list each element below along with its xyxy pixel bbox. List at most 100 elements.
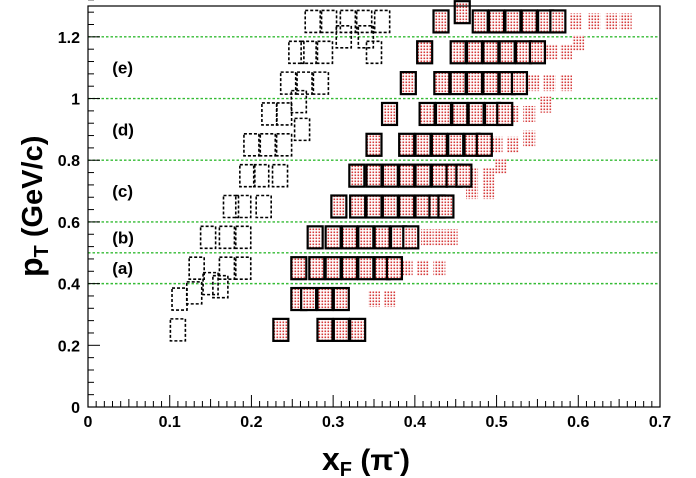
dashed-bin-mark	[275, 133, 293, 157]
region-label: (a)	[112, 259, 133, 278]
solid-bin-mark	[467, 101, 485, 127]
solid-bin-mark	[434, 101, 453, 127]
solid-bin-mark	[430, 132, 448, 157]
solid-bin-mark	[402, 225, 420, 250]
solid-bin-mark	[330, 194, 348, 219]
x-tick-label: 0.3	[322, 414, 344, 431]
solid-bin-mark	[290, 256, 308, 281]
y-tick-label: 0.8	[58, 153, 80, 170]
solid-bin-mark	[482, 40, 500, 65]
shaded-bin-mark	[527, 75, 540, 92]
region-label: (e)	[112, 59, 133, 78]
y-axis-title-tail: (GeV/c)	[17, 136, 49, 246]
solid-bin-mark	[453, 0, 471, 25]
x-tick-label: 0.4	[404, 414, 426, 431]
solid-bin-mark	[475, 132, 493, 157]
shaded-bin-mark	[368, 291, 380, 308]
x-tick-label: 0.6	[567, 414, 589, 431]
shaded-bin-mark	[560, 75, 573, 92]
dashed-bin-mark	[365, 40, 383, 65]
solid-bin-mark	[348, 163, 366, 188]
dashed-bin-mark	[357, 25, 375, 49]
shaded-bin-mark	[546, 44, 559, 61]
solid-bin-mark	[324, 225, 342, 250]
y-tick-label: 1.2	[58, 30, 80, 47]
data-marks	[169, 0, 632, 342]
dashed-bin-mark	[293, 117, 311, 142]
solid-bin-mark	[357, 225, 375, 250]
solid-bin-mark	[398, 132, 416, 157]
region-label: (d)	[112, 120, 134, 139]
dashed-bin-mark	[234, 194, 252, 219]
dashed-bin-mark	[312, 71, 330, 95]
dashed-bin-mark	[199, 225, 217, 250]
solid-bin-mark	[451, 101, 469, 127]
shaded-bin-mark	[445, 229, 458, 246]
dashed-bin-mark	[218, 225, 236, 250]
shaded-bin-mark	[543, 75, 556, 92]
y-axis-title-sub: T	[31, 245, 53, 257]
shaded-bin-mark	[604, 13, 617, 30]
axes: 0 0.1 0.2 0.3 0.4 0.5 0.6 0.7 0 0.2 0.4 0.6 0.8 1 1.2	[58, 0, 671, 431]
shaded-bin-mark	[560, 44, 573, 61]
solid-bin-mark	[465, 71, 484, 96]
shaded-bin-mark	[619, 13, 632, 30]
solid-bin-mark	[398, 194, 416, 219]
solid-bin-mark	[471, 9, 489, 34]
solid-bin-mark	[449, 40, 467, 65]
dashed-bin-mark	[222, 194, 240, 219]
dashed-bin-mark	[271, 163, 289, 188]
dashed-bin-mark	[335, 25, 353, 49]
x-axis-title-sub: F	[340, 459, 352, 478]
shaded-bin-mark	[523, 105, 536, 122]
x-tick-label: 0.7	[649, 414, 671, 431]
solid-bin-mark	[487, 9, 506, 34]
y-tick-label: 0	[71, 400, 80, 417]
x-axis-title-close: )	[400, 444, 410, 477]
dashed-bin-mark	[202, 271, 219, 296]
shaded-bin-mark	[417, 260, 430, 277]
x-axis-title-sup: -	[393, 441, 400, 463]
dashed-bin-mark	[234, 225, 252, 250]
x-axis-title-main: x	[322, 441, 340, 477]
shaded-bin-mark	[384, 291, 397, 308]
x-axis-title-tail: (π	[352, 444, 393, 477]
y-tick-label: 0.2	[58, 338, 80, 355]
region-labels: (a) (b) (c) (d) (e)	[112, 59, 134, 279]
y-tick-label: 0.4	[58, 277, 80, 294]
solid-bin-mark	[465, 40, 484, 65]
solid-bin-mark	[373, 225, 391, 250]
shaded-bin-mark	[421, 229, 434, 246]
solid-bin-mark	[306, 225, 324, 250]
y-axis-title-main: p	[13, 257, 49, 277]
dashed-bin-mark	[169, 318, 187, 342]
solid-bin-mark	[437, 194, 455, 219]
solid-bin-mark	[357, 256, 375, 281]
solid-bin-mark	[340, 256, 359, 281]
dashed-bin-mark	[304, 9, 322, 34]
solid-bin-mark	[316, 286, 334, 312]
region-label: (c)	[112, 182, 133, 201]
shaded-bin-mark	[482, 183, 495, 200]
x-tick-label: 0.2	[240, 414, 262, 431]
solid-bin-mark	[416, 40, 434, 65]
y-axis-title: pT (GeV/c)	[13, 136, 53, 277]
shaded-bin-mark	[588, 13, 601, 30]
dashed-bin-mark	[259, 133, 277, 157]
solid-bin-mark	[528, 40, 547, 65]
solid-bin-mark	[316, 317, 334, 342]
solid-bin-mark	[414, 163, 432, 188]
solid-bin-mark	[482, 71, 500, 96]
x-tick-label: 0	[84, 414, 93, 431]
solid-bin-mark	[324, 256, 342, 281]
solid-bin-mark	[332, 317, 350, 342]
x-axis-title: xF (π-)	[322, 441, 410, 478]
solid-bin-mark	[498, 40, 516, 65]
region-label: (b)	[112, 228, 134, 247]
dashed-bin-mark	[243, 133, 260, 157]
shaded-bin-mark	[482, 167, 495, 184]
dashed-bin-mark	[218, 256, 236, 280]
solid-bin-mark	[365, 194, 383, 219]
solid-bin-mark	[455, 163, 473, 188]
solid-bin-mark	[399, 71, 417, 96]
